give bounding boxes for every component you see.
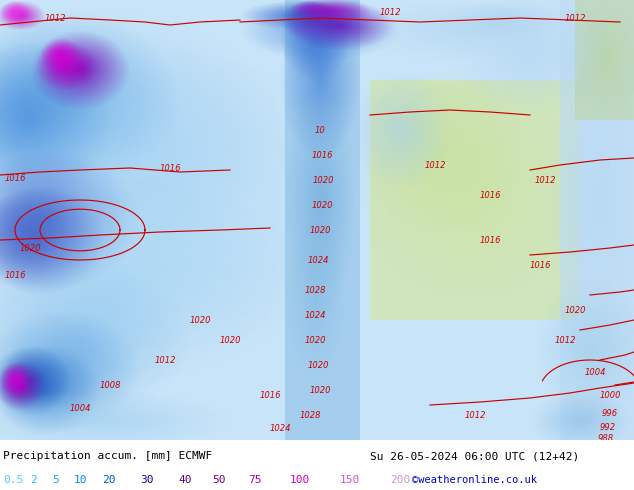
Text: 1012: 1012 [154, 356, 176, 365]
Text: 50: 50 [212, 475, 226, 485]
Text: 30: 30 [140, 475, 153, 485]
Text: 1020: 1020 [309, 386, 331, 394]
Text: 1016: 1016 [479, 191, 501, 199]
Text: 1024: 1024 [269, 423, 291, 433]
Text: 1012: 1012 [564, 14, 586, 23]
Text: 1008: 1008 [100, 381, 120, 390]
Text: 1020: 1020 [564, 305, 586, 315]
Text: 2: 2 [30, 475, 37, 485]
Text: 150: 150 [340, 475, 360, 485]
Text: 0.5: 0.5 [3, 475, 23, 485]
Text: 996: 996 [602, 409, 618, 417]
Text: 1016: 1016 [479, 236, 501, 245]
Text: 5: 5 [52, 475, 59, 485]
Text: 1016: 1016 [159, 164, 181, 172]
Text: 200: 200 [390, 475, 410, 485]
Text: 1012: 1012 [554, 336, 576, 344]
Text: 1016: 1016 [529, 261, 551, 270]
Text: 10: 10 [74, 475, 87, 485]
Text: 1016: 1016 [4, 270, 26, 279]
Text: Precipitation accum. [mm] ECMWF: Precipitation accum. [mm] ECMWF [3, 451, 212, 461]
Text: 100: 100 [290, 475, 310, 485]
Text: 10: 10 [314, 125, 325, 134]
Text: 1000: 1000 [599, 391, 621, 399]
Text: 992: 992 [600, 422, 616, 432]
Text: 1028: 1028 [299, 411, 321, 419]
Text: 1012: 1012 [424, 161, 446, 170]
Text: 1016: 1016 [311, 150, 333, 160]
Text: 1004: 1004 [585, 368, 605, 376]
Text: 1016: 1016 [259, 391, 281, 399]
Text: 1020: 1020 [304, 336, 326, 344]
Text: 1016: 1016 [4, 173, 26, 182]
Text: 20: 20 [102, 475, 115, 485]
Text: 1020: 1020 [190, 316, 210, 324]
Text: 1020: 1020 [309, 225, 331, 235]
Text: 1020: 1020 [313, 175, 333, 185]
Text: 1004: 1004 [69, 403, 91, 413]
Text: 1020: 1020 [307, 361, 329, 369]
Text: Su 26-05-2024 06:00 UTC (12+42): Su 26-05-2024 06:00 UTC (12+42) [370, 451, 579, 461]
Text: 1012: 1012 [44, 14, 66, 23]
Text: 1028: 1028 [304, 286, 326, 294]
Text: 1012: 1012 [464, 411, 486, 419]
Text: 1012: 1012 [379, 7, 401, 17]
Text: 1020: 1020 [311, 200, 333, 210]
Text: 1020: 1020 [219, 336, 241, 344]
Text: 1024: 1024 [307, 255, 329, 265]
Text: 40: 40 [178, 475, 191, 485]
Text: 75: 75 [248, 475, 261, 485]
Text: 1024: 1024 [304, 311, 326, 319]
Text: 988: 988 [598, 434, 614, 442]
Text: 1020: 1020 [19, 244, 41, 252]
Text: ©weatheronline.co.uk: ©weatheronline.co.uk [412, 475, 537, 485]
Text: 1012: 1012 [534, 175, 556, 185]
